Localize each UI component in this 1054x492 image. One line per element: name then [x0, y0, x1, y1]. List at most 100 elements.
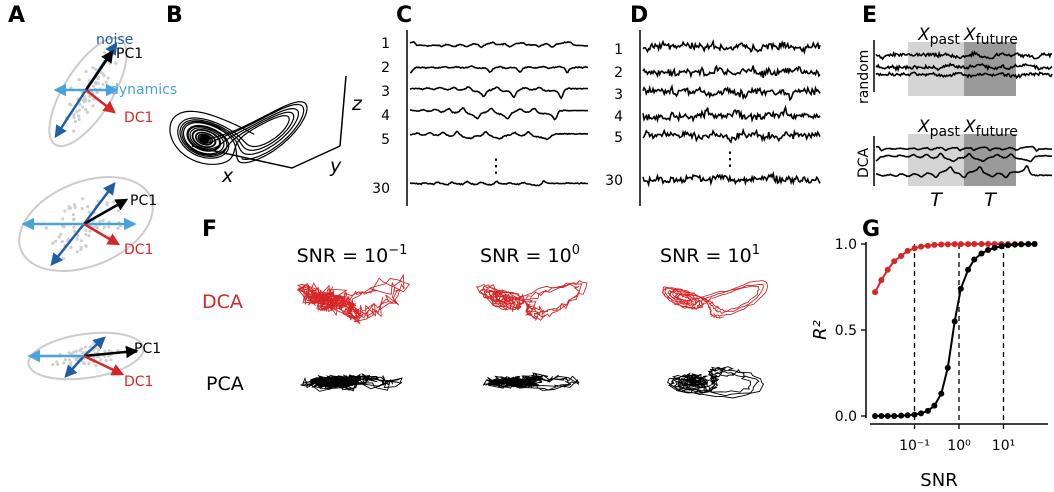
- trace-d-3: [642, 83, 821, 102]
- scatter-point: [75, 237, 79, 241]
- g-x-label: SNR: [920, 470, 957, 491]
- panel-label-f: F: [202, 217, 217, 242]
- channel-label-d-1: 1: [614, 42, 623, 58]
- scatter-point: [76, 234, 80, 238]
- g-x-tick-label-1: 10⁻¹: [899, 438, 930, 454]
- scatter-point: [88, 229, 92, 233]
- scatter-point: [99, 358, 103, 362]
- lorenz-axis-floor: [191, 145, 341, 169]
- trace-c-3: [409, 86, 589, 100]
- scatter-point: [102, 225, 106, 229]
- t-label-past: T: [930, 189, 943, 211]
- g-series-2-point: [978, 250, 985, 257]
- scatter-point: [107, 349, 111, 353]
- g-series-1-point: [985, 241, 992, 247]
- dc1-label-3: DC1: [124, 374, 153, 390]
- scatter-point: [85, 110, 89, 114]
- noise-arrow-3: [83, 336, 106, 357]
- trace-e-random-1: [875, 50, 1053, 61]
- dc1-arrow-1: [85, 89, 116, 114]
- dca-projection-1: [296, 273, 411, 325]
- panel-a-ellipse-2: [18, 176, 154, 272]
- scatter-point: [60, 240, 64, 244]
- scatter-point: [87, 361, 91, 365]
- g-series-1-point: [911, 245, 918, 252]
- scatter-point: [62, 256, 66, 261]
- scatter-point: [107, 354, 111, 358]
- ellipsis-d: ⋮: [721, 148, 740, 170]
- g-series-2-point: [931, 402, 938, 409]
- trace-c-5: [409, 130, 589, 141]
- scatter-point: [77, 117, 81, 122]
- noise-arrow-3b: [64, 355, 85, 378]
- panel-a-ellipse-3: [27, 331, 145, 381]
- trace-c-2: [409, 65, 589, 74]
- scatter-point: [76, 114, 81, 118]
- g-series-2-point: [944, 364, 951, 371]
- panel-a: noise PC1 dynamics DC1 PC1 DC1 PC1 DC1: [18, 32, 177, 390]
- scatter-point: [109, 358, 113, 362]
- scatter-point: [67, 351, 71, 355]
- scatter-point: [77, 108, 81, 112]
- trace-c-6: [409, 180, 588, 187]
- g-series-1-point: [944, 241, 951, 248]
- trace-e-dca-3: [875, 165, 1052, 179]
- lorenz-attractor-3d: [169, 101, 308, 165]
- scatter-point: [73, 120, 77, 124]
- scatter-point: [84, 244, 88, 248]
- channel-label-d-3: 3: [614, 87, 623, 103]
- scatter-point: [87, 234, 91, 238]
- channel-label-d-5: 5: [614, 130, 623, 146]
- pc1-label-3: PC1: [134, 341, 161, 357]
- trace-d-2: [642, 64, 821, 79]
- scatter-point: [72, 129, 76, 133]
- scatter-point: [72, 112, 76, 117]
- scatter-point: [59, 232, 63, 236]
- g-series-2-point: [1025, 241, 1032, 248]
- channel-label-d-4: 4: [614, 109, 623, 125]
- row-label-f-pca: PCA: [206, 373, 244, 395]
- scatter-point: [72, 202, 77, 207]
- channel-label-c-3: 3: [381, 84, 390, 100]
- pc1-arrow-2: [83, 198, 129, 226]
- scatter-point: [77, 77, 81, 82]
- row-label-dca: DCA: [856, 147, 872, 178]
- trace-e-random-2: [875, 62, 1053, 73]
- panel-e: random DCA Xpast Xfuture Xpast Xfuture T…: [856, 25, 1053, 211]
- panel-label-e: E: [862, 3, 877, 28]
- scatter-point: [69, 86, 73, 90]
- x-past-label-1: Xpast: [917, 25, 960, 48]
- dc1-arrow-3: [83, 354, 125, 376]
- scatter-point: [116, 208, 121, 213]
- scatter-point: [104, 358, 108, 363]
- scatter-point: [63, 209, 67, 213]
- g-series-2-point: [938, 390, 945, 397]
- g-series-2-point: [878, 413, 885, 419]
- pc1-arrow-1: [84, 49, 114, 91]
- g-series-1-point: [898, 253, 905, 260]
- snr-title-2: SNR = 100: [480, 243, 580, 267]
- g-series-2-point: [985, 247, 992, 254]
- scatter-point: [83, 107, 88, 112]
- scatter-point: [73, 206, 77, 210]
- pca-projection-2: [482, 372, 580, 391]
- channel-label-c-5: 5: [381, 132, 390, 148]
- scatter-point: [95, 90, 99, 95]
- g-series-2-point: [891, 413, 898, 419]
- scatter-point: [99, 71, 104, 75]
- scatter-point: [75, 250, 79, 254]
- scatter-point: [81, 351, 85, 355]
- pc1-label-2: PC1: [130, 193, 157, 209]
- panel-label-c: C: [396, 3, 412, 28]
- g-series-2-point: [1018, 241, 1025, 248]
- scatter-point: [116, 226, 120, 230]
- trace-c-4: [409, 107, 589, 121]
- scatter-point: [62, 361, 66, 365]
- g-series-1-point: [878, 277, 885, 284]
- scatter-point: [84, 232, 88, 237]
- trace-d-5: [642, 127, 821, 144]
- scatter-point: [84, 69, 88, 74]
- scatter-point: [104, 80, 108, 84]
- scatter-point: [88, 345, 92, 349]
- scatter-point: [105, 203, 109, 207]
